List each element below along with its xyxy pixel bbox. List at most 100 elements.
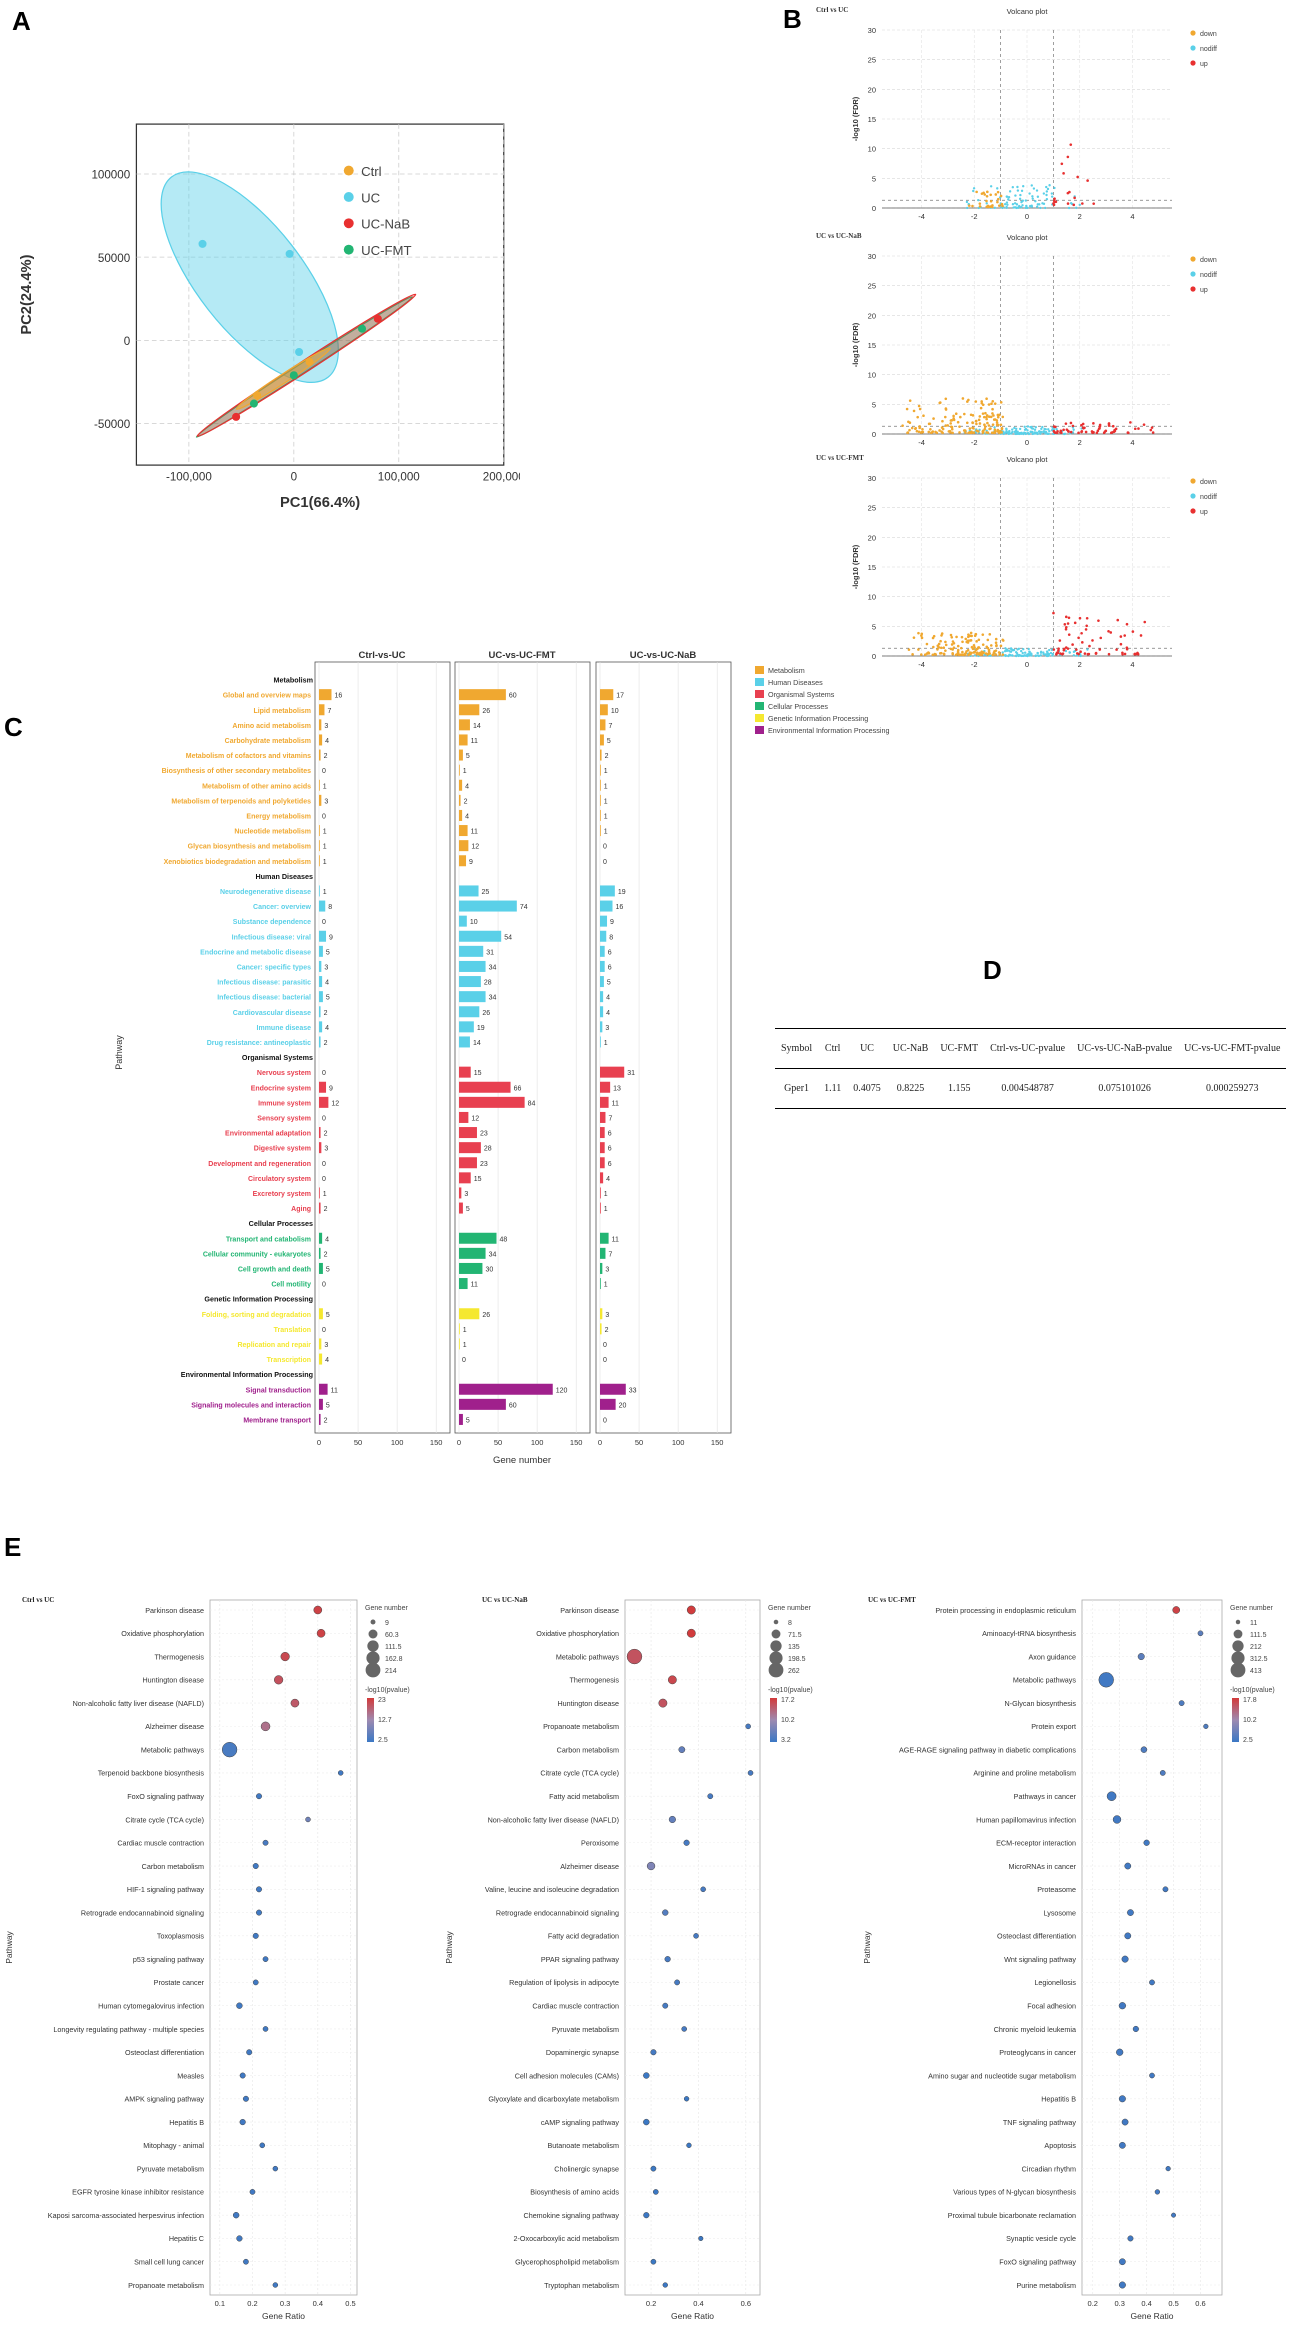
volcano-point-nodiff [1021, 204, 1024, 207]
kegg-bar [459, 855, 467, 867]
kegg-bar [319, 1383, 328, 1395]
volcano-point-down [917, 430, 921, 434]
kegg-bar-value: 3 [324, 723, 328, 730]
volcano-y-tick: 30 [868, 26, 876, 35]
volcano-point-down [949, 422, 952, 425]
kegg-x-tick: 0 [317, 1438, 321, 1447]
kegg-bar [459, 689, 506, 701]
volcano-point-down [991, 399, 995, 403]
bubble-point [643, 2072, 650, 2079]
volcano-point-down [944, 424, 948, 427]
bubble-plot-frame [624, 1599, 761, 2296]
bubble-point [686, 2142, 692, 2149]
volcano-title: Volcano plot [1007, 455, 1049, 464]
volcano-point-nodiff [1031, 195, 1034, 198]
volcano-legend-label-nodiff: nodiff [1200, 272, 1217, 279]
volcano-point-down [970, 430, 973, 433]
bubble-point [683, 1839, 690, 1846]
volcano-point-down [974, 648, 978, 652]
volcano-point-up [1080, 631, 1083, 635]
kegg-bar [319, 945, 323, 957]
volcano-point-nodiff [1031, 432, 1034, 436]
kegg-bar [600, 689, 614, 701]
th-uc: UC [860, 1043, 874, 1054]
kegg-bar-value: 2 [324, 1206, 328, 1213]
volcano-point-down [980, 192, 984, 195]
volcano-point-nodiff [1016, 189, 1020, 192]
kegg-bar [459, 779, 463, 791]
bubble-pathway-label: p53 signaling pathway [133, 1955, 205, 1964]
pca-legend-label-uc-nab: UC-NaB [361, 217, 410, 232]
cell-uc-vs-uc-fmt-pvalue: 0.000259273 [1206, 1083, 1259, 1094]
volcano-panel: Ctrl vs UC Volcano plot 0 5 10 15 20 25 30 -4 -2 0 2… [780, 0, 1312, 680]
bubble-pathway-label: TNF signaling pathway [1003, 2118, 1077, 2127]
volcano-point-up [1098, 423, 1102, 427]
kegg-legend-label-genetic-information-processing: Genetic Information Processing [768, 714, 868, 723]
bubble-point [1124, 1862, 1132, 1870]
kegg-bar-value: 4 [325, 1025, 329, 1032]
volcano-point-nodiff [1044, 653, 1047, 656]
volcano-point-down [961, 640, 964, 644]
kegg-bar [600, 1111, 606, 1123]
bubble-x-tick: 0.5 [345, 2299, 355, 2308]
kegg-bar-value: 3 [464, 1191, 468, 1198]
bubble-size-legend-label: 312.5 [1250, 1656, 1268, 1663]
kegg-bar [600, 960, 605, 972]
bubble-pathway-label: AMPK signaling pathway [124, 2095, 204, 2104]
bubble-size-legend-title: Gene number [768, 1605, 811, 1612]
volcano-point-up [1062, 428, 1065, 432]
volcano-point-nodiff [1072, 428, 1075, 431]
kegg-bar [319, 1308, 323, 1320]
pca-x-tick-2: 100,000 [378, 471, 420, 484]
volcano-point-nodiff [1068, 651, 1072, 654]
volcano-legend-label-up: up [1200, 61, 1208, 68]
kegg-pathway-label: Lipid metabolism [253, 708, 311, 715]
kegg-bar [459, 1308, 480, 1320]
kegg-pathway-label: Infectious disease: parasitic [217, 980, 311, 987]
bubble-pathway-label: Fatty acid degradation [548, 1932, 619, 1941]
volcano-point-down [987, 648, 991, 652]
kegg-bar [459, 885, 479, 897]
kegg-bar [600, 915, 608, 927]
volcano-point-down [908, 428, 911, 432]
bubble-point [236, 2002, 243, 2009]
volcano-y-tick: 25 [868, 504, 876, 513]
bubble-point [650, 2165, 657, 2172]
bubble-pathway-label: Lysosome [1044, 1908, 1077, 1917]
volcano-point-down [986, 431, 990, 435]
bubble-point [221, 1742, 238, 1758]
volcano-point-down [979, 653, 983, 657]
kegg-pathway-label: Drug resistance: antineoplastic [207, 1040, 311, 1047]
kegg-bar-value: 0 [322, 919, 326, 926]
kegg-pathway-label: Replication and repair [237, 1342, 311, 1349]
bubble-pathway-label: Propanoate metabolism [128, 2281, 204, 2290]
kegg-pathway-label: Neurodegenerative disease [220, 889, 311, 896]
kegg-bar-value: 60 [509, 1402, 517, 1409]
bubble-color-legend-label: 10.2 [781, 1717, 795, 1724]
volcano-point-down [927, 430, 931, 434]
volcano-point-up [1053, 197, 1056, 200]
pca-legend-label-ctrl: Ctrl [361, 164, 382, 179]
bubble-point [646, 1861, 656, 1871]
bubble-pathway-label: Terpenoid backbone biosynthesis [98, 1769, 205, 1778]
volcano-point-nodiff [1015, 431, 1018, 435]
volcano-point-up [1069, 143, 1073, 146]
bubble-x-axis-label: Gene Ratio [262, 2311, 305, 2321]
bubble-point [1172, 1606, 1181, 1614]
volcano-point-up [1125, 647, 1129, 651]
volcano-point-down [956, 651, 960, 655]
volcano-legend-label-up: up [1200, 287, 1208, 294]
volcano-point-nodiff [1037, 430, 1041, 433]
kegg-bar-value: 16 [616, 904, 624, 911]
bubble-size-legend-label: 214 [385, 1668, 397, 1675]
kegg-bar [600, 1142, 605, 1154]
bubble-size-legend-dot [773, 1619, 779, 1625]
volcano-point-down [991, 204, 994, 207]
volcano-point-nodiff [1005, 428, 1008, 431]
kegg-bar-value: 4 [325, 980, 329, 987]
bubble-size-legend-title: Gene number [365, 1605, 408, 1612]
volcano-point-nodiff [1006, 203, 1009, 207]
volcano-point-down [975, 422, 978, 426]
kegg-facet-frame [314, 661, 451, 1434]
